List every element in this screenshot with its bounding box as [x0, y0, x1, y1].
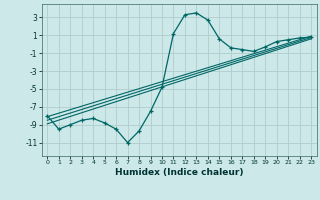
X-axis label: Humidex (Indice chaleur): Humidex (Indice chaleur): [115, 168, 244, 177]
